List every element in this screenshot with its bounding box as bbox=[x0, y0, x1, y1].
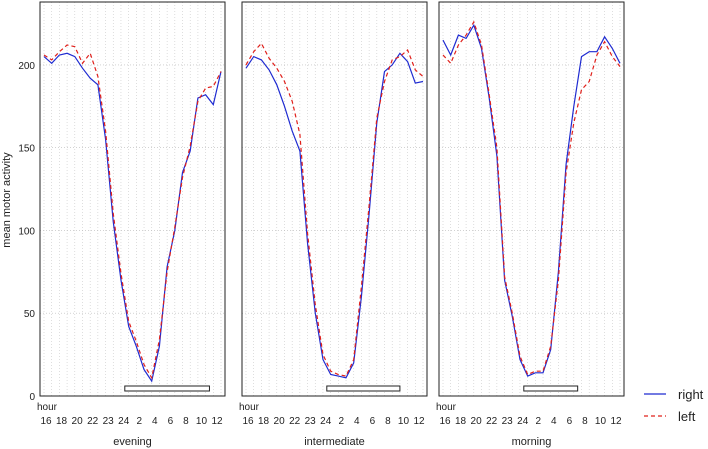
y-tick-label: 50 bbox=[24, 309, 36, 320]
x-tick-label: 20 bbox=[274, 416, 286, 427]
x-tick-label: 6 bbox=[370, 416, 376, 427]
x-tick-label: 18 bbox=[258, 416, 270, 427]
x-axis-unit-label: hour bbox=[239, 402, 260, 413]
series-line-right bbox=[245, 52, 424, 379]
sleep-interval-bar bbox=[124, 385, 210, 392]
x-tick-label: 12 bbox=[610, 416, 622, 427]
x-tick-label: 18 bbox=[56, 416, 68, 427]
x-tick-label: 16 bbox=[439, 416, 451, 427]
x-tick-label: 24 bbox=[517, 416, 529, 427]
panel-frame bbox=[39, 1, 226, 397]
x-tick-label: 12 bbox=[211, 416, 223, 427]
series-line-left bbox=[442, 20, 621, 376]
y-axis-title: mean motor activity bbox=[1, 152, 13, 248]
series-line-right bbox=[43, 52, 222, 383]
x-tick-label: 16 bbox=[242, 416, 254, 427]
x-tick-label: 10 bbox=[595, 416, 607, 427]
x-tick-label: 23 bbox=[502, 416, 514, 427]
x-tick-label: 24 bbox=[118, 416, 130, 427]
x-tick-label: 22 bbox=[289, 416, 301, 427]
sleep-interval-bar bbox=[523, 385, 579, 392]
x-tick-label: 23 bbox=[103, 416, 115, 427]
x-tick-label: 20 bbox=[72, 416, 84, 427]
x-tick-label: 10 bbox=[398, 416, 410, 427]
x-tick-label: 2 bbox=[338, 416, 344, 427]
x-tick-label: 6 bbox=[168, 416, 174, 427]
x-axis-title: morning bbox=[512, 436, 552, 448]
x-tick-label: 16 bbox=[40, 416, 52, 427]
x-tick-label: 2 bbox=[535, 416, 541, 427]
x-axis-title: intermediate bbox=[304, 436, 365, 448]
y-tick-label: 150 bbox=[18, 144, 35, 155]
x-axis-unit-label: hour bbox=[37, 402, 58, 413]
x-tick-label: 8 bbox=[582, 416, 588, 427]
x-tick-label: 22 bbox=[87, 416, 99, 427]
y-tick-label: 0 bbox=[29, 392, 35, 403]
chart-legend: right left bbox=[644, 387, 704, 424]
panel-frame bbox=[241, 1, 428, 397]
legend-label-left: left bbox=[678, 409, 696, 424]
x-tick-label: 10 bbox=[196, 416, 208, 427]
x-tick-label: 6 bbox=[567, 416, 573, 427]
x-tick-label: 4 bbox=[354, 416, 360, 427]
x-tick-label: 8 bbox=[183, 416, 189, 427]
x-tick-label: 18 bbox=[455, 416, 467, 427]
sleep-interval-bar bbox=[326, 385, 401, 392]
x-tick-label: 23 bbox=[305, 416, 317, 427]
x-tick-label: 24 bbox=[320, 416, 332, 427]
x-axis-title: evening bbox=[113, 436, 152, 448]
panel-frame bbox=[438, 1, 625, 397]
y-tick-label: 200 bbox=[18, 61, 35, 72]
series-line-right bbox=[442, 23, 621, 377]
x-tick-label: 12 bbox=[413, 416, 425, 427]
y-tick-label: 100 bbox=[18, 226, 35, 237]
x-tick-label: 4 bbox=[551, 416, 557, 427]
x-tick-label: 20 bbox=[471, 416, 483, 427]
x-tick-label: 22 bbox=[486, 416, 498, 427]
legend-label-right: right bbox=[678, 387, 704, 402]
series-line-left bbox=[245, 42, 424, 377]
x-tick-label: 2 bbox=[136, 416, 142, 427]
x-tick-label: 4 bbox=[152, 416, 158, 427]
series-line-left bbox=[43, 44, 222, 380]
x-tick-label: 8 bbox=[385, 416, 391, 427]
x-axis-unit-label: hour bbox=[436, 402, 457, 413]
